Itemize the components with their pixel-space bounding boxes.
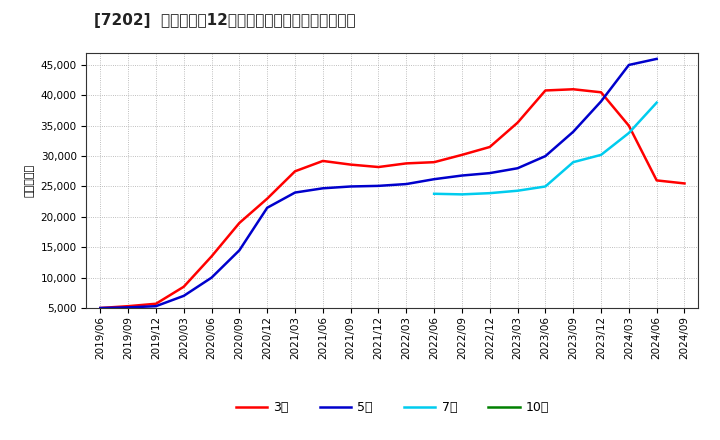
5年 (402, 181, 410, 187)
5年 (374, 183, 383, 188)
3年 (179, 284, 188, 290)
3年 (96, 305, 104, 311)
5年 (569, 129, 577, 135)
Line: 7年: 7年 (434, 103, 657, 194)
7年 (652, 100, 661, 105)
3年 (513, 120, 522, 125)
5年 (124, 305, 132, 310)
3年 (430, 160, 438, 165)
3年 (374, 165, 383, 170)
7年 (430, 191, 438, 196)
3年 (652, 178, 661, 183)
3年 (680, 181, 689, 186)
3年 (569, 87, 577, 92)
Legend: 3年, 5年, 7年, 10年: 3年, 5年, 7年, 10年 (230, 396, 554, 419)
5年 (291, 190, 300, 195)
5年 (179, 293, 188, 298)
5年 (652, 56, 661, 62)
7年 (513, 188, 522, 193)
5年 (624, 62, 633, 68)
3年 (318, 158, 327, 164)
Y-axis label: （百万円）: （百万円） (25, 164, 35, 197)
5年 (458, 173, 467, 178)
3年 (124, 304, 132, 309)
7年 (485, 191, 494, 196)
5年 (318, 186, 327, 191)
3年 (291, 169, 300, 174)
3年 (402, 161, 410, 166)
Line: 3年: 3年 (100, 89, 685, 308)
5年 (485, 170, 494, 176)
5年 (235, 248, 243, 253)
3年 (263, 196, 271, 201)
3年 (207, 254, 216, 259)
5年 (346, 184, 355, 189)
7年 (597, 152, 606, 158)
Line: 5年: 5年 (100, 59, 657, 308)
3年 (152, 301, 161, 306)
3年 (235, 220, 243, 226)
3年 (624, 123, 633, 128)
3年 (346, 162, 355, 167)
7年 (624, 130, 633, 136)
7年 (458, 192, 467, 197)
3年 (597, 90, 606, 95)
3年 (458, 152, 467, 158)
5年 (430, 176, 438, 182)
5年 (96, 305, 104, 311)
5年 (513, 165, 522, 171)
5年 (597, 99, 606, 104)
7年 (569, 160, 577, 165)
5年 (541, 154, 550, 159)
5年 (263, 205, 271, 210)
3年 (541, 88, 550, 93)
7年 (541, 184, 550, 189)
3年 (485, 144, 494, 150)
5年 (207, 275, 216, 280)
Text: [7202]  当期純利益12か月移動合計の標準偏差の推移: [7202] 当期純利益12か月移動合計の標準偏差の推移 (94, 13, 355, 28)
5年 (152, 304, 161, 309)
